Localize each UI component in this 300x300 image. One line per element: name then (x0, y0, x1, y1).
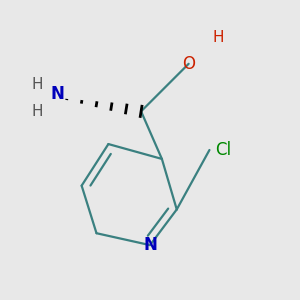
Text: O: O (182, 55, 195, 73)
Text: Cl: Cl (215, 141, 232, 159)
Text: H: H (31, 104, 43, 119)
Text: N: N (143, 236, 157, 254)
Text: N: N (51, 85, 65, 103)
Text: H: H (213, 30, 224, 45)
Text: H: H (31, 77, 43, 92)
